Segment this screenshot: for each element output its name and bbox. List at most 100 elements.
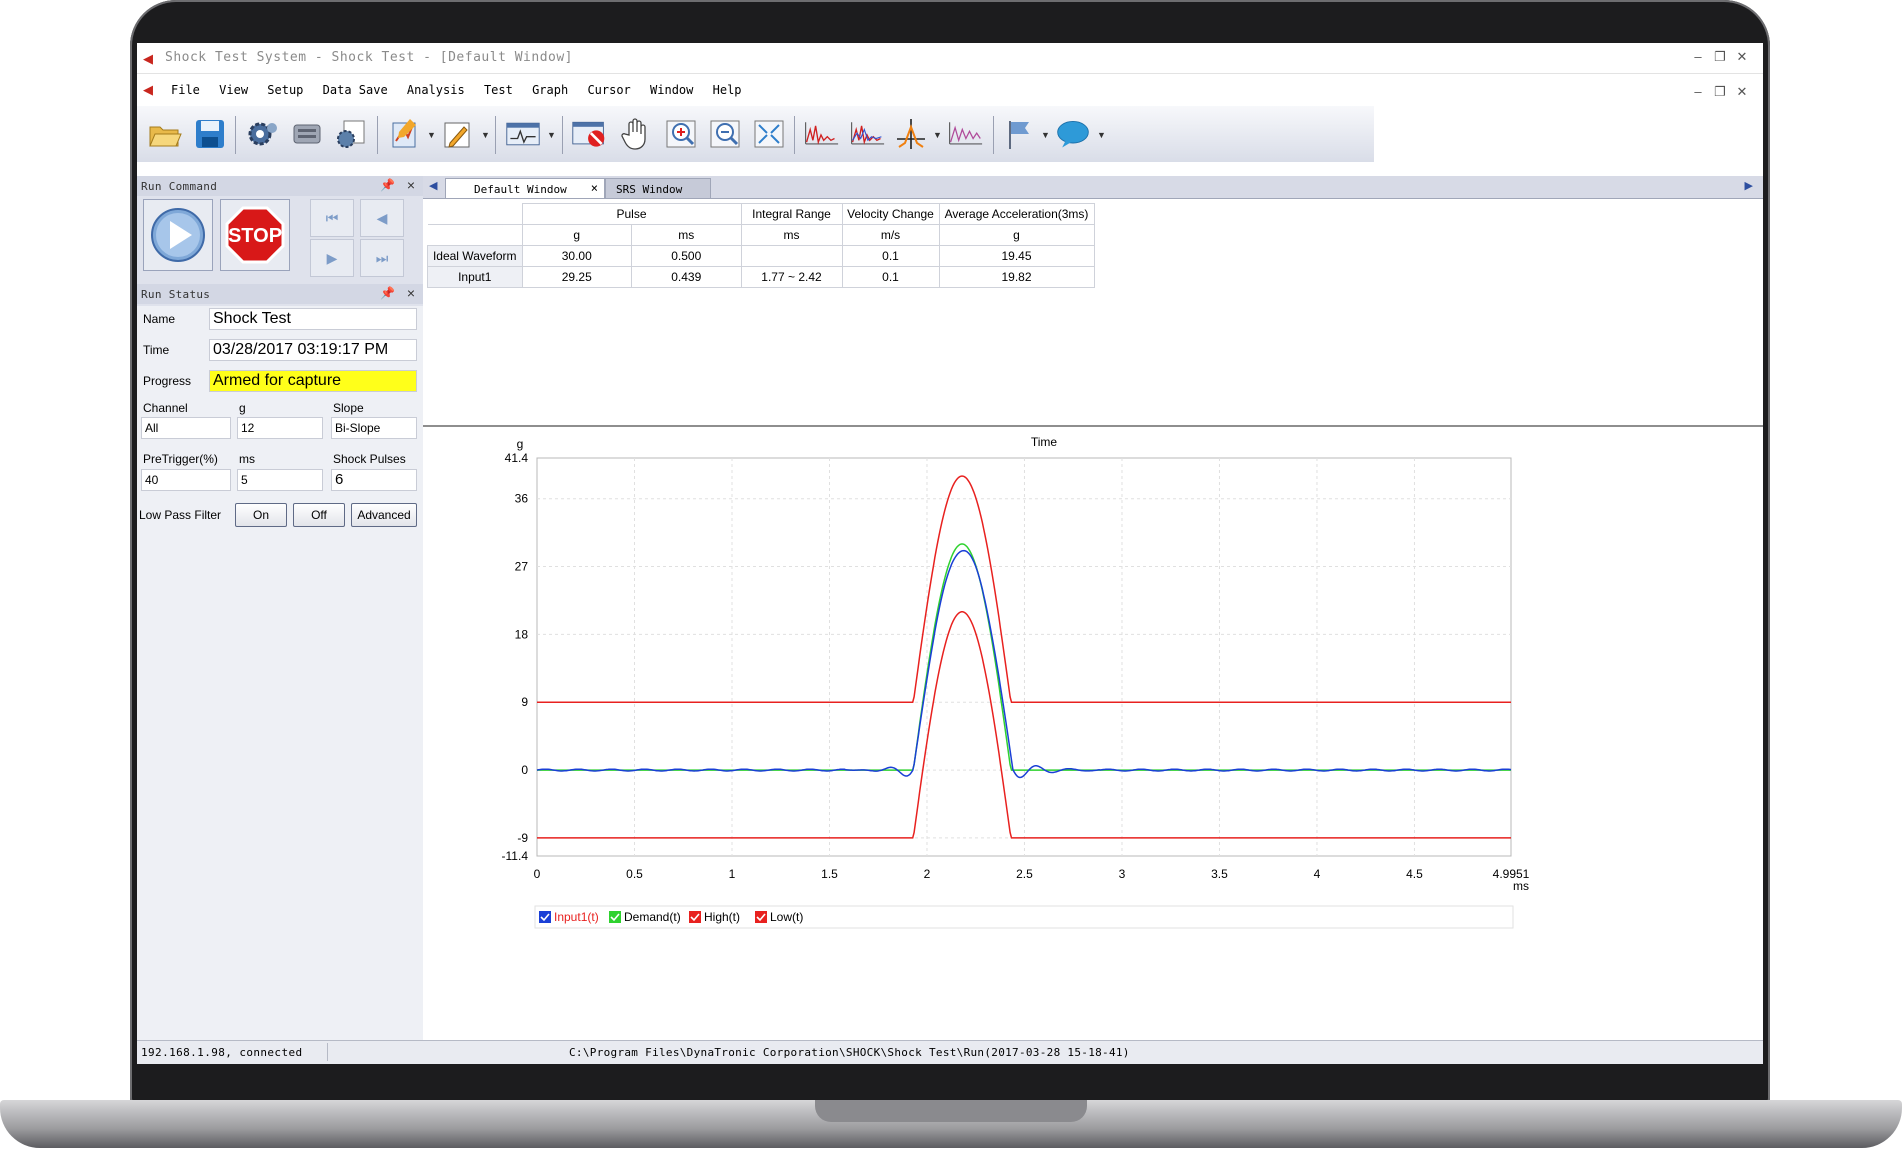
channel-field[interactable]: All xyxy=(141,417,231,439)
row-label: Ideal Waveform xyxy=(427,245,523,267)
menu-cursor[interactable]: Cursor xyxy=(587,83,631,97)
doc-close-icon[interactable]: ✕ xyxy=(1736,84,1748,99)
restore-icon[interactable]: ❐ xyxy=(1714,49,1726,64)
menu-analysis[interactable]: Analysis xyxy=(406,83,465,97)
open-folder-icon[interactable] xyxy=(147,116,183,152)
multi-signal-icon[interactable] xyxy=(849,116,885,152)
table-cell: 29.25 xyxy=(521,266,632,288)
left-panel: Run Command 📌 × STOP ⏮ ◀ ▶ ⏭ Run Status … xyxy=(137,176,423,1040)
menu-data-save[interactable]: Data Save xyxy=(322,83,388,97)
series-line-4 xyxy=(537,611,1511,839)
menu-graph[interactable]: Graph xyxy=(532,83,569,97)
toolbar-separator xyxy=(562,116,563,154)
next-step-button[interactable]: ▶ xyxy=(310,239,354,277)
document-logo-icon[interactable]: ◀ xyxy=(143,82,153,97)
units-corner-cell xyxy=(427,224,523,246)
close-panel-icon[interactable]: × xyxy=(406,285,415,301)
configuration-icon[interactable] xyxy=(333,116,369,152)
comment-icon[interactable] xyxy=(1055,116,1091,152)
settings-gear-icon[interactable] xyxy=(245,116,281,152)
comment-dropdown-icon[interactable]: ▼ xyxy=(1097,130,1106,140)
pin-icon[interactable]: 📌 xyxy=(380,178,395,192)
run-command-header: Run Command 📌 × xyxy=(137,176,423,196)
tab-default-window[interactable]: Default Window × xyxy=(445,178,605,198)
legend-check-icon xyxy=(690,913,700,922)
waveform-dropdown-icon[interactable]: ▼ xyxy=(547,130,556,140)
tab-srs-window[interactable]: SRS Window xyxy=(605,178,711,198)
cursor-marker-icon[interactable] xyxy=(893,116,929,152)
menu-file[interactable]: File xyxy=(171,83,200,97)
minimize-icon[interactable]: – xyxy=(1694,49,1702,64)
name-field[interactable]: Shock Test xyxy=(209,308,417,330)
menu-help[interactable]: Help xyxy=(712,83,742,97)
save-icon[interactable] xyxy=(192,116,228,152)
pretrigger-field[interactable]: 40 xyxy=(141,469,231,491)
legend-check-icon xyxy=(610,913,620,922)
lpf-on-button[interactable]: On xyxy=(235,503,287,527)
y-tick-label: -9 xyxy=(517,831,528,845)
first-step-button[interactable]: ⏮ xyxy=(310,199,354,237)
step-back-icon: ◀ xyxy=(376,209,388,226)
table-cell: 0.439 xyxy=(631,266,742,288)
legend-checkbox-icon xyxy=(755,911,767,923)
zoom-in-icon[interactable] xyxy=(663,116,699,152)
pin-icon[interactable]: 📌 xyxy=(380,286,395,300)
connection-status: 192.168.1.98, connected xyxy=(141,1046,303,1059)
run-command-title: Run Command xyxy=(141,180,218,193)
hardware-icon[interactable] xyxy=(289,116,325,152)
edit-profile-dropdown-icon[interactable]: ▼ xyxy=(427,130,436,140)
results-table: Pulse Integral Range Velocity Change Ave… xyxy=(427,203,1095,288)
g-field[interactable]: 12 xyxy=(237,417,323,439)
toolbar: ▼ ▼ ▼ xyxy=(137,106,1374,162)
lpf-off-button[interactable]: Off xyxy=(293,503,345,527)
time-chart[interactable]: 0 0.5 1 1.5 2 2.5 3 3.5 4 4.5 4.9951 41.4 36 27 18 9 0 -9… xyxy=(423,427,1763,1040)
slope-field[interactable]: Bi-Slope xyxy=(331,417,417,439)
last-step-button[interactable]: ⏭ xyxy=(360,239,404,277)
flag-dropdown-icon[interactable]: ▼ xyxy=(1041,130,1050,140)
stop-record-icon[interactable] xyxy=(571,116,607,152)
table-cell: 0.500 xyxy=(631,245,742,267)
advanced-button[interactable]: Advanced xyxy=(351,503,417,527)
tab-close-icon[interactable]: × xyxy=(590,181,598,195)
toolbar-separator xyxy=(993,116,994,154)
y-tick-label: 9 xyxy=(521,695,528,709)
waveform-icon[interactable] xyxy=(505,116,541,152)
menu-setup[interactable]: Setup xyxy=(267,83,304,97)
table-cell: 19.45 xyxy=(938,245,1095,267)
table-cell: 0.1 xyxy=(841,266,940,288)
doc-restore-icon[interactable]: ❐ xyxy=(1714,84,1726,99)
y-tick-label: 27 xyxy=(515,560,529,574)
x-tick-label: 1.5 xyxy=(821,867,838,881)
flag-icon[interactable] xyxy=(1001,116,1037,152)
run-status-header: Run Status 📌 × xyxy=(137,284,423,304)
ms-label: ms xyxy=(239,452,255,466)
close-panel-icon[interactable]: × xyxy=(406,177,415,193)
time-label: Time xyxy=(143,343,170,357)
menu-view[interactable]: View xyxy=(219,83,249,97)
time-field[interactable]: 03/28/2017 03:19:17 PM xyxy=(209,339,417,361)
edit-profile-icon[interactable] xyxy=(387,116,423,152)
doc-minimize-icon[interactable]: – xyxy=(1694,84,1702,99)
fit-window-icon[interactable] xyxy=(751,116,787,152)
tab-scroll-right-icon[interactable]: ▶ xyxy=(1744,180,1753,192)
run-button[interactable] xyxy=(143,199,213,271)
zoom-out-icon[interactable] xyxy=(707,116,743,152)
pan-hand-icon[interactable] xyxy=(619,116,655,152)
waveform-overlay-icon[interactable] xyxy=(947,116,983,152)
pen-dropdown-icon[interactable]: ▼ xyxy=(481,130,490,140)
pen-icon[interactable] xyxy=(439,116,475,152)
close-icon[interactable]: ✕ xyxy=(1736,49,1748,64)
previous-step-button[interactable]: ◀ xyxy=(360,199,404,237)
menu-test[interactable]: Test xyxy=(483,83,513,97)
x-tick-label: 3.5 xyxy=(1211,867,1228,881)
menu-window[interactable]: Window xyxy=(650,83,694,97)
signal-icon[interactable] xyxy=(803,116,839,152)
stop-button[interactable]: STOP xyxy=(220,199,290,271)
ms-field[interactable]: 5 xyxy=(237,469,323,491)
title-bar: ◀ Shock Test System - Shock Test - [Defa… xyxy=(137,43,1763,74)
menu-bar: ◀ File View Setup Data Save Analysis Tes… xyxy=(137,74,1763,106)
shock-pulses-field[interactable]: 6 xyxy=(331,469,417,491)
cursor-dropdown-icon[interactable]: ▼ xyxy=(933,130,942,140)
tab-scroll-left-icon[interactable]: ◀ xyxy=(429,180,438,192)
legend-label: Input1(t) xyxy=(554,910,599,924)
